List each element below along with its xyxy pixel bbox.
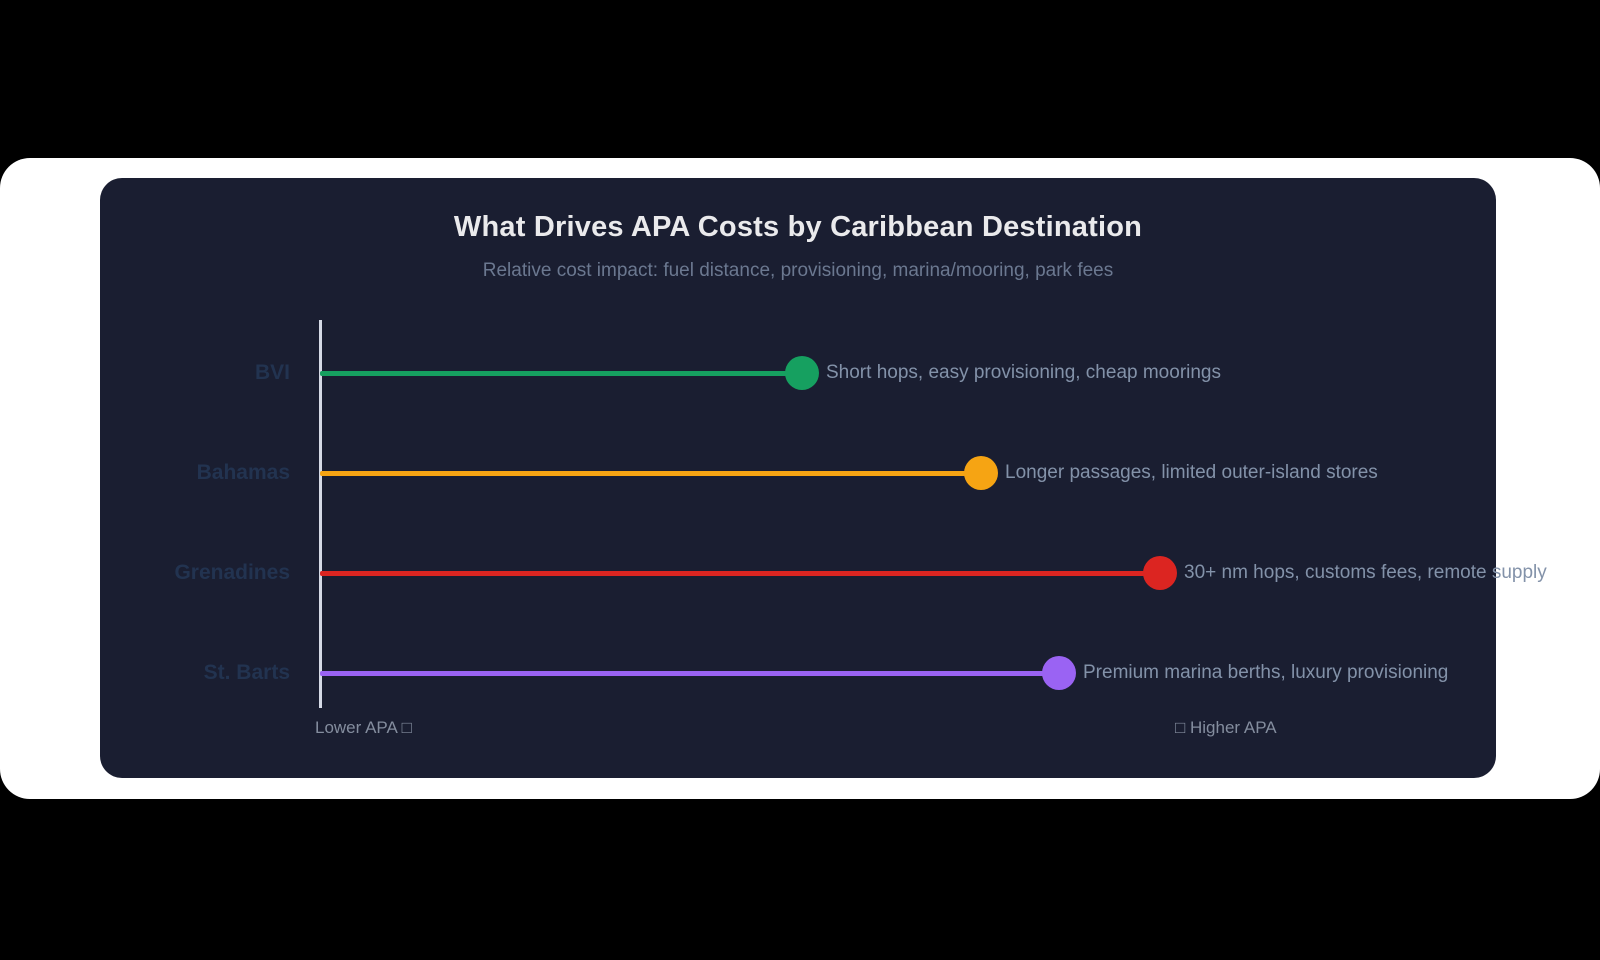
annotation-label: Longer passages, limited outer-island st… <box>1005 462 1378 483</box>
lollipop-dot <box>1143 556 1177 590</box>
category-label: St. Barts <box>203 661 290 684</box>
y-axis-line <box>319 320 322 708</box>
lollipop-dot <box>785 356 819 390</box>
annotation-label: Premium marina berths, luxury provisioni… <box>1083 662 1449 683</box>
chart-subtitle: Relative cost impact: fuel distance, pro… <box>482 260 1114 281</box>
lollipop-stem <box>320 671 1059 676</box>
category-label: Bahamas <box>196 461 290 484</box>
lollipop-stem <box>320 371 802 376</box>
lower-apa-caption: Lower APA □ <box>315 718 412 737</box>
lollipop-stem <box>320 471 981 476</box>
category-label: Grenadines <box>174 561 290 584</box>
category-label: BVI <box>254 361 290 384</box>
white-panel: What Drives APA Costs by Caribbean Desti… <box>0 158 1600 799</box>
chart-card: What Drives APA Costs by Caribbean Desti… <box>100 178 1547 778</box>
lollipop-dot <box>1042 656 1076 690</box>
lollipop-dot <box>964 456 998 490</box>
lollipop-stem <box>320 571 1160 576</box>
annotation-label: Short hops, easy provisioning, cheap moo… <box>826 362 1222 383</box>
chart-title: What Drives APA Costs by Caribbean Desti… <box>453 211 1143 243</box>
higher-apa-caption: □ Higher APA <box>1175 718 1277 737</box>
annotation-label: 30+ nm hops, customs fees, remote supply <box>1184 562 1547 583</box>
